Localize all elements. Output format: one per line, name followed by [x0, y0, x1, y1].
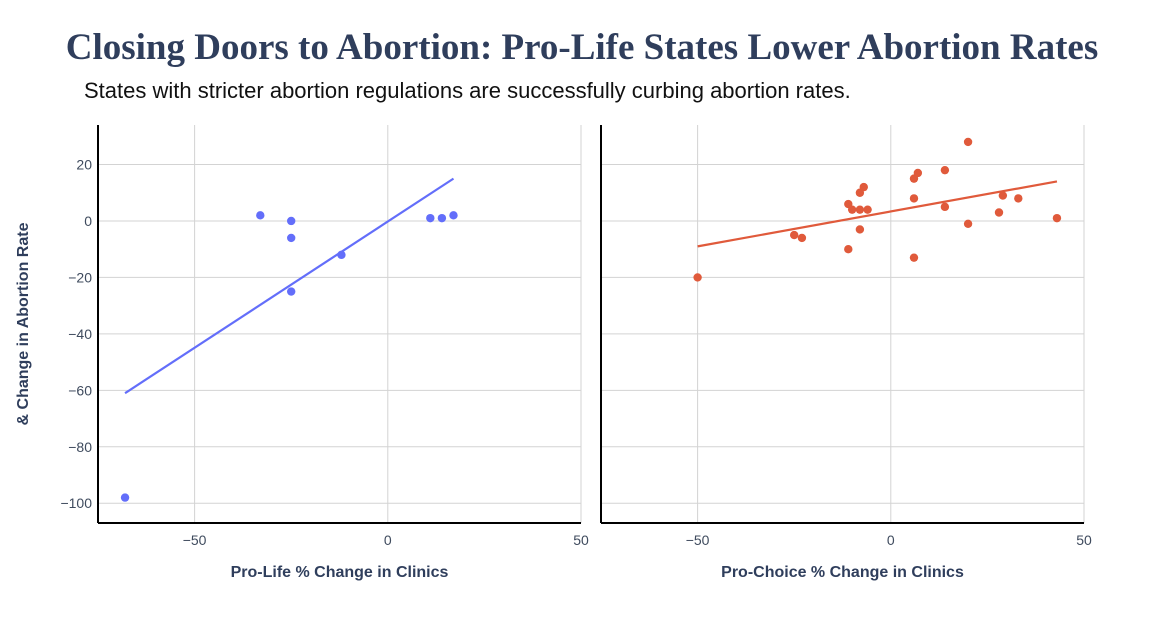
data-point — [693, 273, 702, 282]
y-tick-label: −60 — [68, 382, 92, 398]
data-point — [847, 205, 857, 214]
data-point — [844, 244, 853, 254]
data-point — [426, 213, 435, 223]
y-tick-label: −20 — [68, 269, 92, 285]
data-point — [1052, 213, 1062, 223]
data-point — [120, 493, 130, 502]
y-tick-label: 20 — [76, 157, 92, 173]
x-tick-label: −50 — [686, 532, 710, 548]
data-point — [855, 205, 865, 214]
x-tick-label: 50 — [573, 532, 589, 548]
chart-subtitle: States with stricter abortion regulation… — [84, 78, 851, 103]
data-point — [337, 250, 346, 260]
data-point — [790, 230, 799, 240]
y-tick-label: −40 — [68, 326, 92, 342]
y-axis-title: & Change in Abortion Rate — [15, 222, 32, 425]
data-point — [437, 213, 447, 223]
trend-line — [697, 180, 1058, 248]
data-point — [256, 211, 265, 220]
data-point — [913, 168, 923, 178]
data-point — [994, 208, 1004, 217]
data-point — [287, 216, 296, 226]
data-point — [287, 233, 296, 243]
y-tick-label: −100 — [60, 495, 92, 511]
data-point — [998, 191, 1008, 200]
data-point — [909, 194, 919, 203]
data-point — [963, 219, 973, 228]
trend-line — [124, 177, 455, 395]
data-point — [940, 165, 950, 175]
x-axis-title: Pro-Choice % Change in Clinics — [721, 564, 964, 581]
data-point — [449, 211, 458, 220]
x-tick-label: 0 — [384, 532, 392, 548]
data-point — [859, 182, 868, 192]
data-point — [940, 202, 950, 212]
data-point — [863, 205, 872, 214]
x-tick-label: 50 — [1076, 532, 1092, 548]
y-tick-label: −80 — [68, 439, 92, 455]
data-point — [1014, 194, 1023, 203]
y-tick-label: 0 — [84, 213, 92, 229]
data-point — [287, 287, 296, 296]
data-point — [909, 253, 919, 262]
x-tick-label: 0 — [887, 532, 895, 548]
chart-title: Closing Doors to Abortion: Pro-Life Stat… — [65, 27, 1099, 68]
data-point — [797, 233, 807, 243]
data-point — [855, 225, 865, 234]
x-tick-label: −50 — [183, 532, 207, 548]
x-axis-title: Pro-Life % Change in Clinics — [231, 564, 449, 581]
data-point — [963, 137, 973, 147]
